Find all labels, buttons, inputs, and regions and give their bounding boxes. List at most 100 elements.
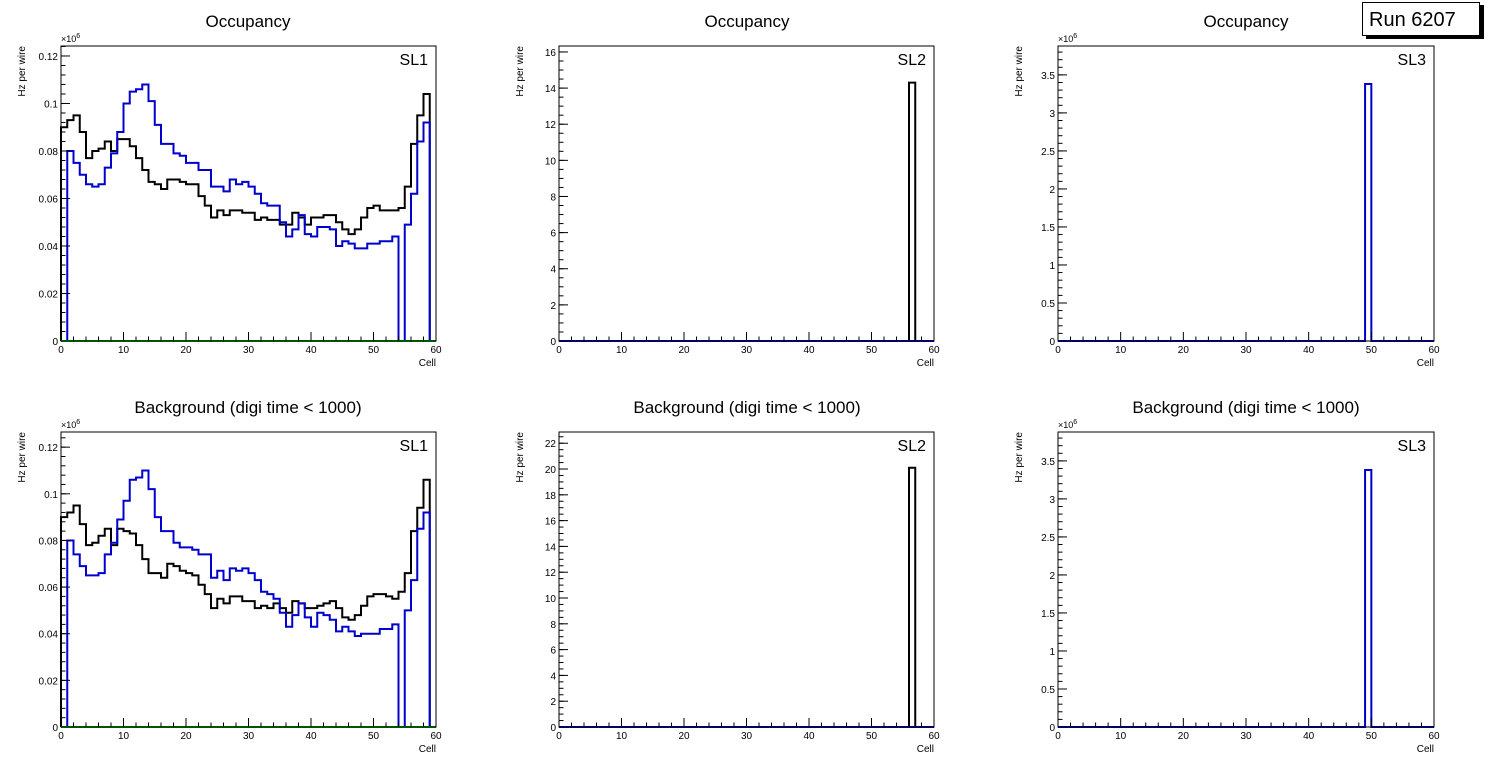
exponent-base: ×10 <box>61 420 76 430</box>
x-tick-label: 30 <box>243 731 255 742</box>
y-tick-label: 1.5 <box>1041 609 1055 620</box>
series-line-blue <box>61 469 436 728</box>
y-tick-label: 0.02 <box>39 676 59 687</box>
exponent-power: 6 <box>1073 33 1077 40</box>
series-line-blue <box>1058 83 1434 342</box>
x-tick-label: 10 <box>118 345 130 356</box>
x-tick-label: 10 <box>1115 345 1127 356</box>
plot-frame <box>60 45 437 342</box>
y-tick-label: 2 <box>1049 185 1055 196</box>
histogram-panel-sl3-2: Occupancy 0 10 20 30 40 50 60 0 0.5 1 1.5 2 2.5 3 3.5 ×1… <box>1014 12 1440 369</box>
y-tick-label: 0.06 <box>39 194 59 205</box>
y-tick-label: 0.06 <box>39 583 59 594</box>
y-tick-label: 6 <box>550 229 556 240</box>
x-tick-label: 50 <box>1366 345 1378 356</box>
x-tick-label: 50 <box>866 345 878 356</box>
x-tick-label: 40 <box>803 731 815 742</box>
y-tick-label: 2 <box>550 697 556 708</box>
y-tick-label: 10 <box>545 156 557 167</box>
y-tick-label: 0.04 <box>39 630 59 641</box>
y-tick-label: 0 <box>550 723 556 734</box>
y-tick-label: 2.5 <box>1041 147 1055 158</box>
plot-frame <box>558 431 935 728</box>
x-tick-label: 60 <box>1428 731 1440 742</box>
y-tick-label: 3.5 <box>1041 71 1055 82</box>
plot-frame <box>1057 45 1435 342</box>
exponent-power: 6 <box>76 33 80 40</box>
y-tick-label: 0.1 <box>44 99 58 110</box>
y-tick-label: 1 <box>1049 647 1055 658</box>
y-tick-label: 3 <box>1049 109 1055 120</box>
x-tick-label: 30 <box>243 345 255 356</box>
y-tick-label: 0.08 <box>39 147 59 158</box>
chart-title: Occupancy <box>205 12 291 31</box>
y-tick-label: 12 <box>545 568 557 579</box>
x-axis-label: Cell <box>917 744 934 755</box>
superlayer-label: SL2 <box>898 52 927 69</box>
y-tick-label: 3.5 <box>1041 457 1055 468</box>
x-tick-label: 40 <box>305 345 317 356</box>
y-tick-label: 0 <box>1049 337 1055 348</box>
y-axis-exponent: ×106 <box>1058 419 1077 430</box>
x-tick-label: 50 <box>368 731 380 742</box>
y-tick-label: 4 <box>550 265 556 276</box>
chart-title: Background (digi time < 1000) <box>134 398 361 417</box>
exponent-power: 6 <box>1073 419 1077 426</box>
x-tick-label: 30 <box>1240 731 1252 742</box>
x-tick-label: 60 <box>430 345 442 356</box>
y-axis-label: Hz per wire <box>1014 46 1025 97</box>
y-tick-label: 0 <box>52 723 58 734</box>
y-tick-label: 10 <box>545 594 557 605</box>
y-tick-label: 8 <box>550 620 556 631</box>
x-axis-label: Cell <box>419 744 436 755</box>
x-tick-label: 50 <box>368 345 380 356</box>
y-tick-label: 1.5 <box>1041 223 1055 234</box>
series-line-black <box>60 478 436 728</box>
y-tick-label: 2.5 <box>1041 533 1055 544</box>
y-tick-label: 3 <box>1049 495 1055 506</box>
x-tick-label: 40 <box>1303 731 1315 742</box>
plot-frame <box>60 431 437 728</box>
x-tick-label: 30 <box>741 345 753 356</box>
series-line-black <box>559 81 934 342</box>
histogram-panel-sl2-4: Background (digi time < 1000)0 10 20 30 40 50… <box>515 398 940 755</box>
y-tick-label: 0 <box>1049 723 1055 734</box>
chart-title: Occupancy <box>1203 12 1289 31</box>
chart-title: Occupancy <box>704 12 790 31</box>
x-tick-label: 50 <box>866 731 878 742</box>
series-line-blue <box>61 83 436 342</box>
x-axis-label: Cell <box>1417 744 1434 755</box>
y-axis-label: Hz per wire <box>515 46 526 97</box>
superlayer-label: SL1 <box>400 52 429 69</box>
y-tick-label: 14 <box>545 84 557 95</box>
superlayer-label: SL2 <box>898 438 927 455</box>
x-tick-label: 30 <box>741 731 753 742</box>
x-tick-label: 50 <box>1366 731 1378 742</box>
y-axis-exponent: ×106 <box>61 419 80 430</box>
x-tick-label: 20 <box>180 731 192 742</box>
y-tick-label: 0.12 <box>39 52 59 63</box>
plot-frame <box>558 45 935 342</box>
y-tick-label: 0 <box>52 337 58 348</box>
x-tick-label: 20 <box>678 731 690 742</box>
y-tick-label: 0.5 <box>1041 299 1055 310</box>
x-tick-label: 0 <box>58 345 64 356</box>
x-tick-label: 0 <box>1055 731 1061 742</box>
series-line-black <box>559 466 934 728</box>
plot-frame <box>1057 431 1435 728</box>
superlayer-label: SL1 <box>400 438 429 455</box>
y-tick-label: 0.08 <box>39 536 59 547</box>
x-tick-label: 40 <box>305 731 317 742</box>
x-tick-label: 60 <box>928 345 940 356</box>
superlayer-label: SL3 <box>1398 52 1427 69</box>
x-tick-label: 0 <box>556 731 562 742</box>
x-tick-label: 40 <box>1303 345 1315 356</box>
histogram-panel-sl1-0: Occupancy 0 10 20 30 40 50 60 0 0.02 0.04 0.06 0.08 0… <box>17 12 442 369</box>
y-axis-label: Hz per wire <box>17 46 28 97</box>
x-axis-label: Cell <box>419 358 436 369</box>
y-tick-label: 0.5 <box>1041 685 1055 696</box>
y-tick-label: 18 <box>545 491 557 502</box>
x-tick-label: 10 <box>118 731 130 742</box>
x-axis-label: Cell <box>917 358 934 369</box>
